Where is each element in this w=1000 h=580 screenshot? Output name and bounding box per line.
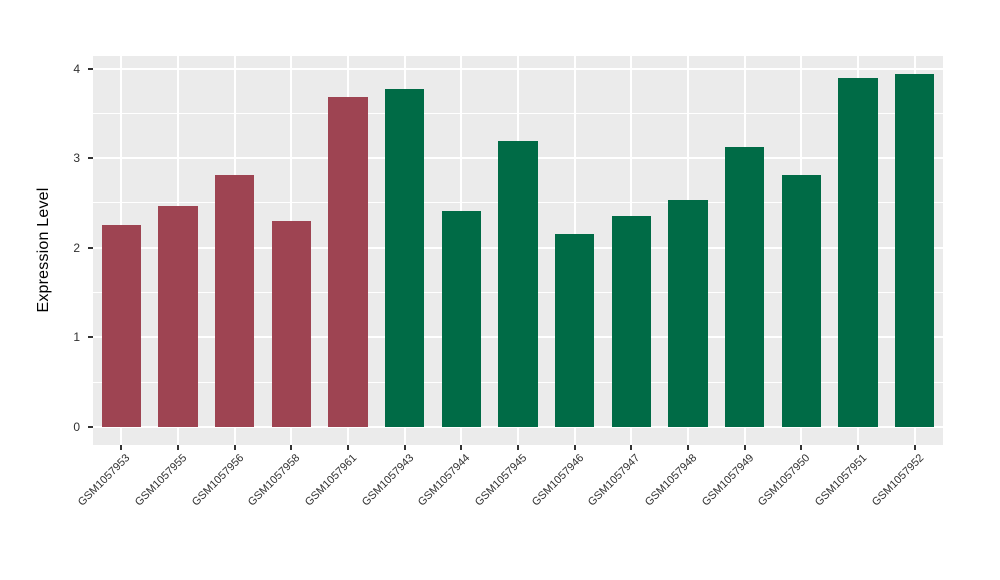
bar — [384, 89, 425, 428]
x-tick-mark — [743, 445, 746, 450]
x-tick-mark — [177, 445, 179, 450]
bar — [894, 73, 935, 428]
x-tick-label: GSM1057945 — [472, 452, 530, 509]
x-tick-label: GSM1057948 — [642, 452, 700, 509]
x-tick-mark — [573, 445, 576, 450]
bar — [271, 220, 312, 428]
y-tick-label: 3 — [73, 151, 80, 166]
bar — [781, 175, 822, 428]
x-tick-label: GSM1057947 — [586, 452, 643, 509]
x-tick-label: GSM1057943 — [359, 452, 417, 509]
bar — [554, 234, 595, 428]
y-tick-label: 0 — [73, 420, 80, 435]
x-tick-mark — [800, 445, 803, 450]
bar — [611, 216, 652, 428]
x-tick-label: GSM1057946 — [529, 452, 587, 509]
y-tick-label: 4 — [73, 61, 80, 76]
bar — [214, 175, 255, 428]
x-tick-mark — [460, 445, 463, 450]
bar — [101, 225, 142, 428]
x-tick-mark — [630, 445, 633, 450]
x-tick-mark — [347, 445, 349, 450]
y-tick-mark — [88, 336, 93, 339]
y-tick-mark — [88, 246, 93, 249]
y-tick-label: 2 — [73, 240, 80, 255]
bar — [441, 211, 482, 428]
y-tick-mark — [88, 67, 93, 70]
x-tick-mark — [120, 445, 123, 450]
x-tick-mark — [233, 445, 236, 450]
x-tick-label: GSM1057944 — [416, 452, 473, 509]
bar — [158, 205, 198, 428]
bar — [668, 200, 708, 428]
x-tick-label: GSM1057955 — [132, 452, 190, 509]
x-tick-mark — [517, 445, 519, 450]
bar — [498, 141, 538, 428]
x-tick-label: GSM1057950 — [756, 452, 813, 509]
y-tick-mark — [88, 426, 93, 429]
x-tick-label: GSM1057952 — [869, 452, 927, 509]
x-tick-label: GSM1057961 — [302, 452, 360, 509]
x-tick-label: GSM1057949 — [699, 452, 757, 509]
y-tick-mark — [88, 157, 93, 160]
y-tick-label: 1 — [73, 330, 80, 345]
plot-panel — [93, 56, 943, 445]
x-tick-mark — [687, 445, 689, 450]
x-tick-mark — [913, 445, 916, 450]
bar — [724, 147, 765, 428]
x-tick-label: GSM1057956 — [189, 452, 247, 509]
x-tick-label: GSM1057953 — [76, 452, 133, 509]
bar — [838, 77, 878, 428]
bar — [328, 97, 368, 428]
x-tick-mark — [857, 445, 859, 450]
x-tick-label: GSM1057958 — [246, 452, 303, 509]
x-tick-label: GSM1057951 — [812, 452, 870, 509]
x-tick-mark — [403, 445, 406, 450]
x-tick-mark — [290, 445, 293, 450]
